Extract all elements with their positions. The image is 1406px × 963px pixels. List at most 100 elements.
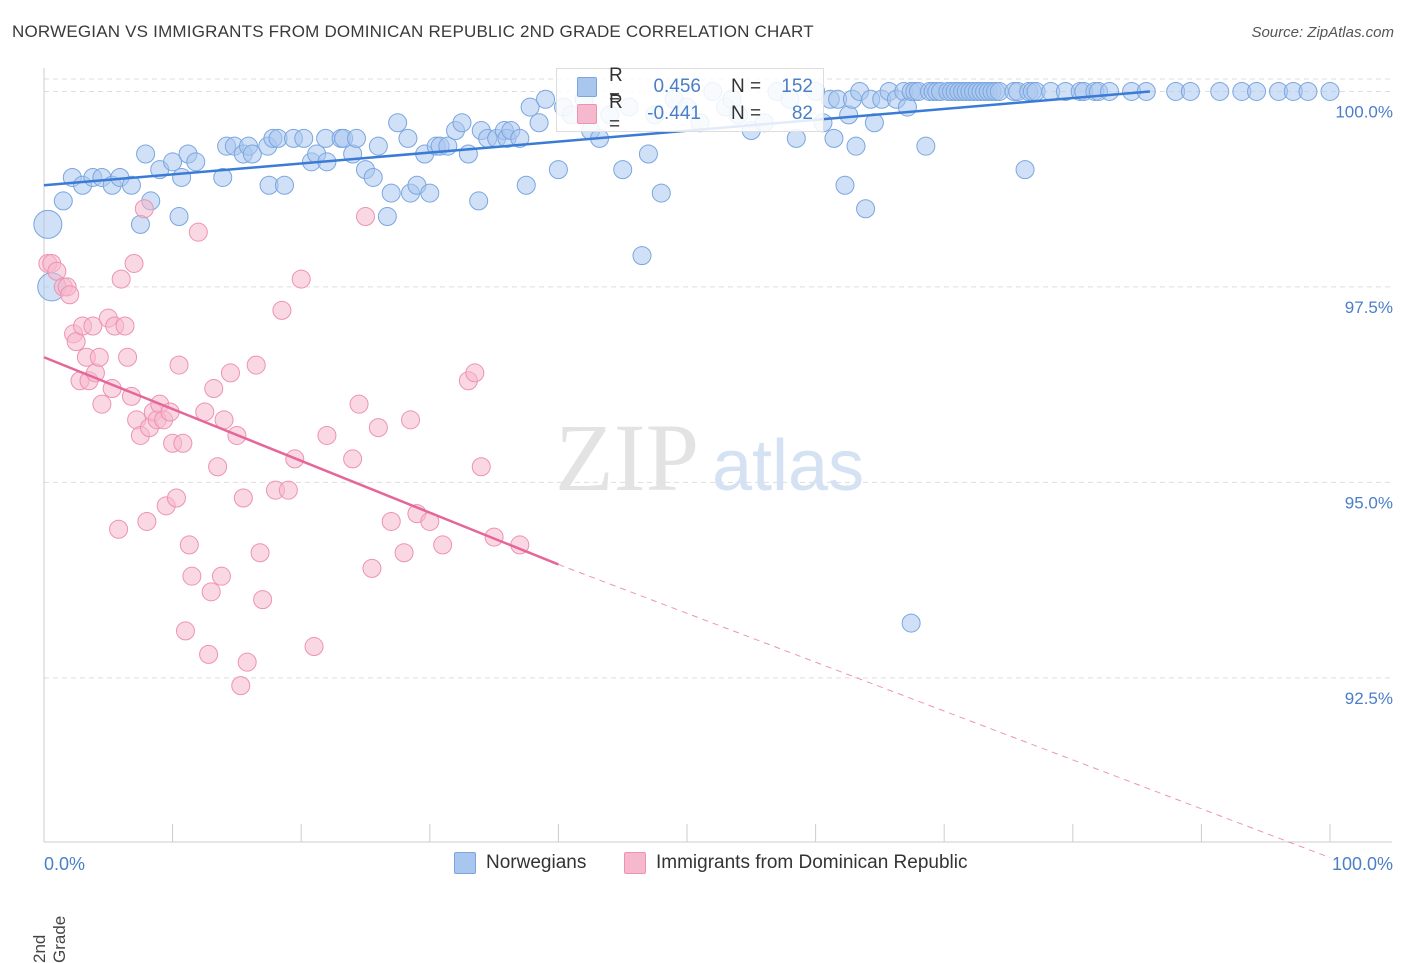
norwegians-point: [1210, 81, 1230, 101]
dominican-point: [362, 558, 382, 578]
dominican-point: [394, 543, 414, 563]
norwegians-point: [420, 183, 440, 203]
norwegians-point: [213, 167, 233, 187]
norwegians-point: [452, 113, 472, 133]
dominican-point: [356, 207, 375, 227]
dominican-point: [471, 457, 491, 477]
scatter-plot: ZIP atlas 92.5% 95.0% 97.5% 100.0% 0.0% 100.0…: [33, 68, 1393, 874]
watermark-atlas: atlas: [712, 426, 864, 506]
dominican-point: [231, 676, 251, 696]
x-tick-label: 0.0%: [44, 854, 85, 874]
norwegians-point: [839, 105, 859, 125]
norwegians-point: [638, 144, 658, 164]
dominican-points: [38, 199, 530, 696]
norwegians-point: [136, 144, 156, 164]
dominican-point: [211, 566, 231, 586]
watermark: ZIP atlas: [555, 404, 864, 511]
y-tick-label: 95.0%: [1345, 493, 1393, 512]
dominican-point: [246, 355, 266, 375]
legend-swatch-pink: [577, 104, 597, 124]
norwegians-point: [1100, 81, 1120, 101]
norwegians-point: [536, 89, 556, 109]
dominican-point: [304, 637, 324, 657]
legend-item-dominican[interactable]: Immigrants from Dominican Republic: [624, 852, 968, 874]
norwegians-point: [242, 144, 262, 164]
dominican-point: [169, 355, 189, 375]
norwegians-point: [824, 128, 844, 148]
dominican-trend-line: [43, 356, 559, 566]
dominican-point: [250, 543, 270, 563]
dominican-point: [111, 269, 131, 289]
dominican-point: [92, 394, 112, 414]
norwegians-point: [529, 113, 549, 133]
dominican-point: [343, 449, 363, 469]
legend-swatch-pink: [624, 852, 646, 874]
dominican-point: [237, 652, 257, 672]
norwegians-points: [33, 81, 1340, 633]
norwegians-point: [846, 136, 866, 156]
norwegians-point: [363, 167, 383, 187]
chart-title: NORWEGIAN VS IMMIGRANTS FROM DOMINICAN R…: [12, 22, 814, 41]
legend-label-norwegians: Norwegians: [486, 852, 587, 873]
dominican-point: [278, 480, 298, 500]
norwegians-point: [613, 160, 633, 180]
legend-r-value: -0.441: [647, 103, 701, 124]
legend-row-dominican: R = -0.441 N = 82: [577, 92, 813, 135]
norwegians-point: [381, 183, 401, 203]
norwegians-point: [510, 128, 530, 148]
norwegians-point: [1298, 81, 1318, 101]
dominican-point: [317, 425, 337, 445]
dominican-point: [109, 519, 129, 539]
dominican-point: [173, 433, 193, 453]
norwegians-point: [651, 183, 671, 203]
norwegians-point: [130, 214, 150, 234]
dominican-point: [188, 222, 208, 242]
dominican-point: [401, 410, 421, 430]
y-tick-label: 92.5%: [1345, 689, 1393, 708]
norwegians-point: [121, 175, 141, 195]
axes: [43, 68, 1392, 843]
norwegians-point: [346, 128, 366, 148]
norwegians-point: [172, 167, 192, 187]
series-legend: Norwegians Immigrants from Dominican Rep…: [0, 852, 1406, 878]
norwegians-point: [33, 209, 63, 239]
dominican-point: [89, 347, 109, 367]
dominican-point: [349, 394, 369, 414]
dominican-point: [433, 535, 453, 555]
legend-label-dominican: Immigrants from Dominican Republic: [656, 852, 968, 873]
dominican-point: [208, 457, 228, 477]
legend-item-norwegians[interactable]: Norwegians: [454, 852, 586, 874]
dominican-point: [115, 316, 135, 336]
norwegians-point: [1015, 160, 1035, 180]
norwegians-point: [294, 128, 314, 148]
norwegians-point: [368, 136, 388, 156]
dominican-point: [175, 621, 195, 641]
dominican-point: [204, 379, 224, 399]
tick-labels: 92.5% 95.0% 97.5% 100.0% 0.0% 100.0%: [44, 102, 1393, 874]
legend-swatch-blue: [577, 77, 597, 97]
dominican-point: [199, 644, 219, 664]
norwegians-point: [520, 97, 540, 117]
dominican-point: [272, 300, 292, 320]
legend-row-norwegians: R = 0.456 N = 152: [577, 65, 813, 108]
norwegians-point: [1180, 81, 1200, 101]
norwegians-point: [398, 128, 418, 148]
dominican-point: [134, 199, 154, 219]
norwegians-point: [786, 128, 806, 148]
norwegians-point: [835, 175, 855, 195]
y-tick-label: 97.5%: [1345, 298, 1393, 317]
dominican-trend-extension: [558, 563, 1331, 859]
legend-r-label: R =: [609, 92, 623, 135]
dominican-point: [166, 488, 186, 508]
dominican-point: [253, 590, 273, 610]
dominican-point: [465, 363, 485, 383]
norwegians-point: [388, 113, 408, 133]
norwegians-trend-line: [43, 90, 1151, 187]
dominican-point: [83, 316, 103, 336]
dominican-point: [179, 535, 199, 555]
y-tick-label: 100.0%: [1335, 102, 1393, 121]
norwegians-point: [1247, 81, 1267, 101]
norwegians-point: [53, 191, 73, 211]
norwegians-point: [169, 207, 189, 227]
dominican-point: [118, 347, 138, 367]
